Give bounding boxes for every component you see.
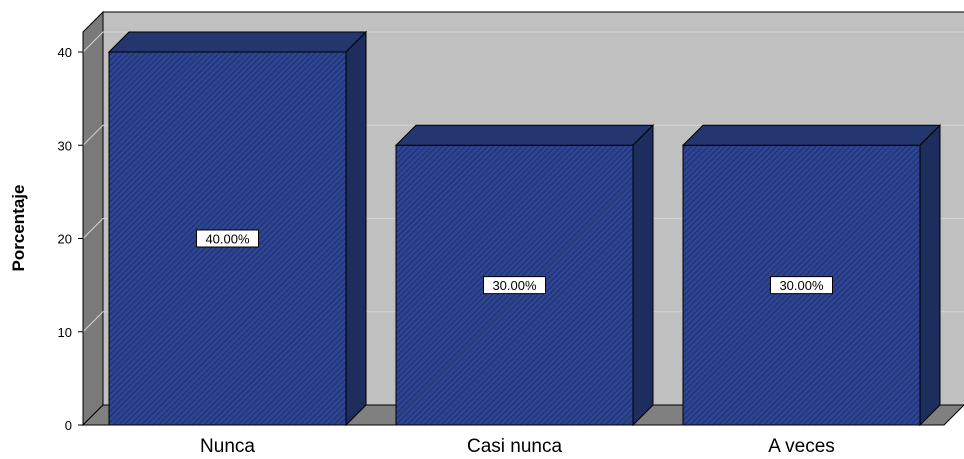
y-tick-label: 0 [65, 418, 72, 433]
bar-side [345, 30, 367, 427]
bar-side [632, 124, 654, 427]
data-label-box [196, 229, 259, 248]
data-label: 30.00% [492, 278, 537, 293]
x-axis: Nunca Casi nunca A veces [200, 436, 835, 457]
gridline [82, 311, 964, 333]
x-tick-label: Nunca [200, 436, 255, 454]
y-axis-label: Porcentaje [9, 185, 28, 272]
bar-top [681, 124, 942, 146]
gridline [82, 124, 964, 146]
bar-top [394, 124, 655, 146]
bar-side [919, 124, 941, 427]
y-tick-label: 30 [58, 138, 72, 153]
y-tick-label: 40 [58, 45, 72, 60]
gridline [82, 218, 964, 239]
gridlines [82, 31, 964, 333]
x-tick-label: A veces [768, 436, 835, 454]
data-labels: 40.00% 30.00% 30.00% [196, 229, 833, 295]
x-tick-label: Casi nunca [467, 436, 562, 454]
bar-top [107, 31, 368, 53]
y-tick-label: 10 [58, 325, 72, 340]
data-label-box [770, 276, 833, 295]
data-label: 30.00% [779, 278, 824, 293]
gridline [82, 31, 964, 53]
plot-left-wall [82, 10, 104, 427]
data-label-box [483, 276, 546, 295]
y-tick-label: 20 [58, 232, 72, 247]
y-axis: 0 10 20 30 40 [58, 32, 84, 433]
data-label: 40.00% [205, 232, 250, 247]
